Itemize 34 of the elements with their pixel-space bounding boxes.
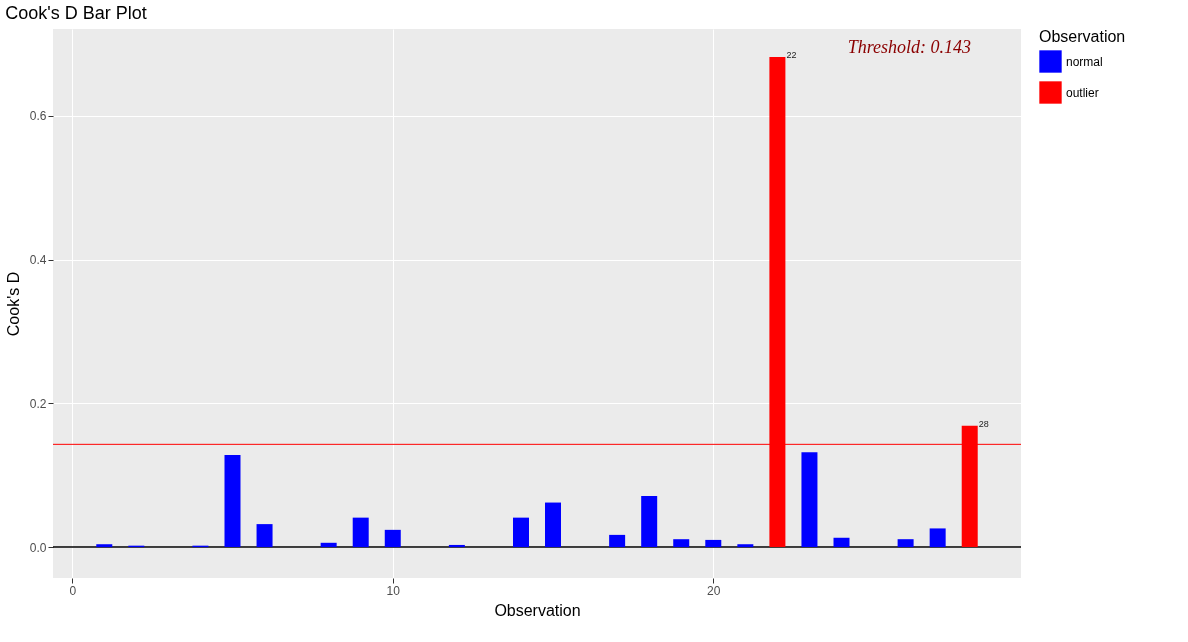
bar: [929, 528, 946, 548]
y-tick-label: 0.6: [29, 109, 47, 124]
bar: [224, 455, 241, 548]
annotation: 28: [978, 418, 989, 429]
bar: [545, 502, 562, 548]
y-axis-title: Cook's D: [4, 271, 22, 337]
annotation: 22: [786, 50, 797, 61]
bar: [641, 496, 658, 548]
bar: [673, 539, 690, 548]
y-tick-label: 0.0: [29, 540, 47, 555]
bar: [352, 517, 369, 548]
bar: [320, 542, 337, 548]
chart-title: Cook's D Bar Plot: [5, 3, 147, 23]
bar: [705, 539, 722, 548]
annotation: Threshold: 0.143: [847, 37, 971, 57]
x-tick-label: 20: [707, 583, 721, 598]
y-tick-label: 0.2: [29, 396, 47, 411]
bar: [448, 544, 465, 548]
bar: [737, 544, 754, 548]
bar: [609, 534, 626, 548]
bar: [256, 524, 273, 548]
bar: [801, 452, 818, 548]
bar: [512, 517, 529, 548]
legend-label: normal: [1066, 54, 1103, 69]
bar: [833, 537, 850, 548]
x-axis-title: Observation: [494, 601, 581, 619]
x-tick-label: 0: [69, 583, 77, 598]
legend-label: outlier: [1066, 85, 1099, 100]
y-tick-label: 0.4: [29, 253, 47, 268]
bar: [897, 539, 914, 548]
bar: [96, 544, 113, 548]
legend-title: Observation: [1039, 28, 1126, 45]
bar: [384, 529, 401, 548]
x-tick-label: 10: [386, 583, 401, 598]
